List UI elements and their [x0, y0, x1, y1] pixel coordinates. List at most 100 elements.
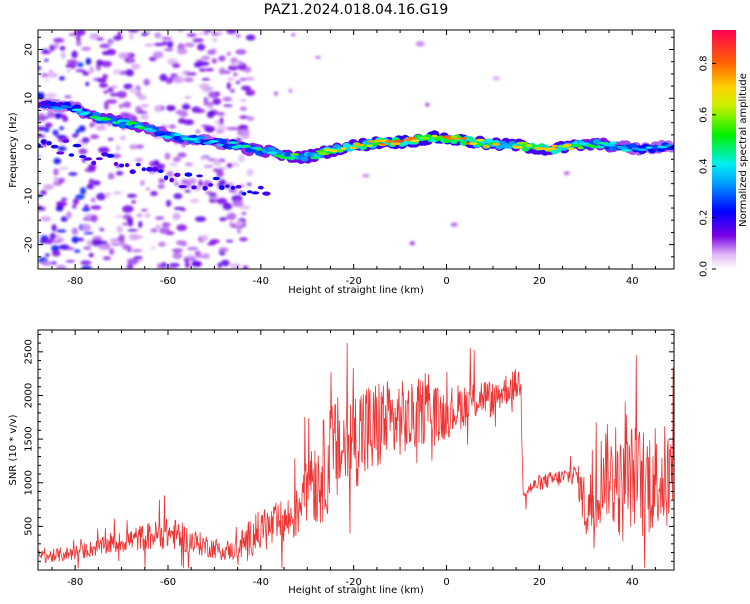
tick-label: 0 — [443, 276, 449, 287]
speckle-blob — [222, 202, 233, 211]
speckle-blob — [74, 249, 81, 253]
speckle-blob — [43, 127, 50, 133]
speckle-blob — [99, 82, 108, 88]
speckle-blob — [137, 94, 147, 101]
ridge-blob — [251, 191, 260, 195]
ridge-blob — [241, 192, 247, 196]
colorbar-tick-label: 0.0 — [699, 261, 710, 277]
ridge-blob — [431, 134, 438, 138]
ridge-blob — [75, 110, 85, 114]
ridge-blob — [164, 136, 172, 140]
speckle-blob — [81, 137, 90, 144]
speckle-blob — [58, 76, 65, 81]
speckle-blob — [207, 105, 215, 110]
ridge-blob — [225, 184, 230, 188]
speckle-blob — [172, 252, 183, 260]
speckle-blob — [59, 244, 70, 250]
ridge-blob — [410, 139, 420, 143]
tick-label: -60 — [160, 276, 176, 287]
speckle-blob — [187, 246, 199, 251]
ridge-blob — [337, 149, 344, 153]
speckle-blob — [71, 227, 79, 235]
speckle-blob — [173, 248, 183, 253]
speckle-blob — [107, 87, 114, 93]
speckle-blob — [241, 133, 251, 139]
speckle-blob — [118, 103, 124, 109]
speckle-blob — [58, 238, 65, 242]
speckle-blob — [95, 37, 104, 41]
speckle-blob — [409, 241, 416, 246]
speckle-blob — [51, 224, 57, 232]
speckle-blob — [43, 183, 54, 191]
speckle-blob — [154, 105, 162, 113]
speckle-blob — [90, 134, 99, 139]
speckle-blob — [88, 66, 95, 74]
speckle-blob — [40, 73, 49, 78]
speckle-blob — [78, 237, 84, 242]
speckle-blob — [209, 239, 220, 244]
speckle-blob — [51, 240, 62, 244]
speckle-blob — [198, 61, 210, 67]
spectrogram-ylabel: Frequency (Hz) — [8, 112, 19, 188]
speckle-blob — [53, 157, 61, 165]
speckle-blob — [72, 204, 77, 209]
speckle-blob — [168, 124, 176, 129]
tick-label: 20 — [24, 43, 35, 56]
ridge-blob — [354, 143, 365, 147]
ridge-blob — [390, 142, 401, 146]
speckle-blob — [116, 225, 124, 234]
figure-title: PAZ1.2024.018.04.16.G19 — [264, 2, 449, 18]
speckle-blob — [231, 127, 240, 130]
speckle-blob — [192, 38, 204, 43]
ridge-blob — [83, 111, 91, 115]
ridge-blob — [393, 139, 405, 143]
speckle-blob — [144, 43, 155, 47]
tick-label: 0 — [24, 144, 35, 150]
ridge-blob — [68, 153, 75, 157]
ridge-blob — [329, 149, 339, 153]
spectrogram-marks — [38, 30, 674, 269]
speckle-blob — [44, 79, 50, 82]
snr-marks — [38, 342, 674, 569]
speckle-blob — [95, 125, 107, 131]
speckle-blob — [150, 228, 158, 233]
speckle-blob — [166, 199, 172, 207]
ridge-blob — [545, 147, 558, 151]
speckle-blob — [212, 159, 222, 166]
speckle-blob — [113, 35, 123, 41]
speckle-blob — [246, 116, 255, 121]
tick-label: -40 — [253, 276, 269, 287]
speckle-blob — [149, 56, 157, 62]
snr-panel: -80 -60 -40 -20 0 20 40 500 1000 1500 2000 2500 He… — [8, 329, 675, 596]
speckle-blob — [212, 98, 222, 105]
speckle-blob — [216, 124, 227, 132]
speckle-blob — [195, 254, 204, 259]
speckle-blob — [55, 264, 67, 269]
speckle-blob — [216, 170, 224, 178]
speckle-blob — [102, 74, 108, 79]
speckle-blob — [140, 113, 149, 121]
speckle-blob — [60, 216, 68, 222]
speckle-blob — [133, 256, 143, 260]
ridge-blob — [262, 191, 271, 196]
speckle-blob — [76, 62, 84, 68]
speckle-blob — [57, 146, 67, 152]
spectrogram-ridge — [38, 98, 674, 196]
speckle-blob — [235, 49, 247, 55]
tick-label: -20 — [24, 236, 35, 252]
snr-y-ticks: 500 1000 1500 2000 2500 — [24, 333, 674, 562]
snr-series-line — [38, 342, 674, 569]
tick-label: -60 — [160, 577, 176, 588]
speckle-blob — [181, 103, 191, 110]
speckle-blob — [181, 179, 188, 184]
speckle-blob — [38, 92, 45, 96]
ridge-blob — [577, 146, 584, 150]
speckle-blob — [81, 223, 91, 232]
speckle-blob — [110, 85, 119, 89]
speckle-blob — [173, 206, 185, 211]
speckle-blob — [51, 245, 60, 252]
speckle-blob — [105, 192, 111, 198]
tick-label: -80 — [67, 577, 83, 588]
ridge-blob — [72, 143, 82, 148]
